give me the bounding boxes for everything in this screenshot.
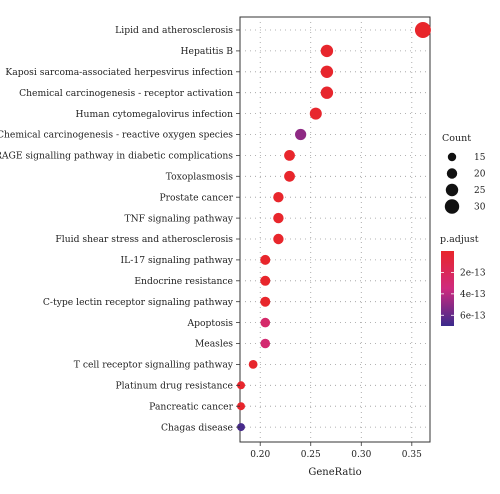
data-point [320, 44, 334, 58]
category-label: Chagas disease [161, 422, 233, 433]
count-legend-label: 30 [474, 203, 486, 213]
category-label: Chemical carcinogenesis - receptor activ… [19, 88, 233, 99]
data-point [237, 381, 246, 390]
x-tick-label: 0.20 [250, 450, 270, 460]
data-point [320, 65, 334, 79]
data-points [237, 22, 431, 432]
category-label: Lipid and atherosclerosis [115, 25, 233, 36]
category-label: Toxoplasmosis [166, 172, 234, 183]
count-legend-dot [444, 199, 460, 214]
data-point [309, 107, 322, 120]
data-point [260, 275, 271, 286]
data-point [320, 86, 334, 99]
category-label: Apoptosis [186, 318, 233, 329]
p-adjust-legend-label: 2e-13 [460, 269, 486, 279]
x-tick-label: 0.30 [351, 450, 371, 460]
data-point [273, 212, 284, 224]
data-point [273, 192, 284, 203]
x-tick-label: 0.25 [301, 450, 321, 460]
data-point [284, 150, 295, 161]
category-labels: Lipid and atherosclerosis Hepatitis B Kapo… [0, 25, 240, 433]
data-point [237, 402, 246, 411]
p-adjust-colorbar [441, 251, 454, 326]
data-point [260, 338, 271, 349]
category-label: TNF signaling pathway [125, 213, 234, 224]
category-label: Endocrine resistance [134, 276, 233, 287]
count-legend-label: 15 [474, 153, 486, 163]
p-adjust-legend-label: 6e-13 [460, 311, 486, 321]
category-label: Platinum drug resistance [115, 381, 233, 392]
category-label: Measles [195, 339, 233, 350]
category-label: Prostate cancer [159, 192, 233, 203]
count-legend-dot [447, 152, 457, 162]
x-axis: 0.20 0.25 0.30 0.35 [250, 442, 422, 460]
p-adjust-legend-title: p.adjust [440, 234, 479, 245]
category-label: IL-17 signaling pathway [121, 255, 234, 266]
data-point [273, 233, 284, 245]
p-adjust-legend-label: 4e-13 [460, 290, 486, 300]
category-label: C-type lectin receptor signaling pathway [43, 297, 234, 308]
count-legend: Count 15 20 25 30 [442, 133, 486, 214]
count-legend-dot [446, 168, 458, 179]
category-label: Chemical carcinogenesis - reactive oxyge… [0, 130, 233, 141]
grid-lines [240, 17, 430, 442]
count-legend-title: Count [442, 133, 471, 144]
category-label: Hepatitis B [181, 46, 234, 57]
category-label: Pancreatic cancer [149, 401, 233, 412]
data-point [237, 423, 246, 432]
category-label: AGE-RAGE signalling pathway in diabetic … [0, 151, 233, 162]
data-point [414, 22, 431, 38]
category-label: Fluid shear stress and atherosclerosis [55, 234, 233, 245]
count-legend-label: 25 [474, 186, 486, 196]
data-point [260, 296, 271, 307]
count-legend-label: 20 [474, 170, 486, 180]
p-adjust-legend: p.adjust 2e-13 4e-13 6e-13 [440, 234, 486, 326]
data-point [248, 360, 258, 369]
data-point [284, 170, 295, 182]
plot-panel [239, 16, 431, 443]
x-tick-label: 0.35 [402, 450, 422, 460]
category-label: Human cytomegalovirus infection [76, 109, 234, 120]
data-point [295, 128, 307, 141]
category-label: Kaposi sarcoma-associated herpesvirus in… [5, 67, 233, 78]
count-legend-dot [445, 183, 459, 197]
category-label: T cell receptor signalling pathway [74, 360, 234, 371]
x-axis-title: GeneRatio [308, 467, 361, 478]
data-point [260, 254, 271, 265]
data-point [260, 317, 271, 328]
